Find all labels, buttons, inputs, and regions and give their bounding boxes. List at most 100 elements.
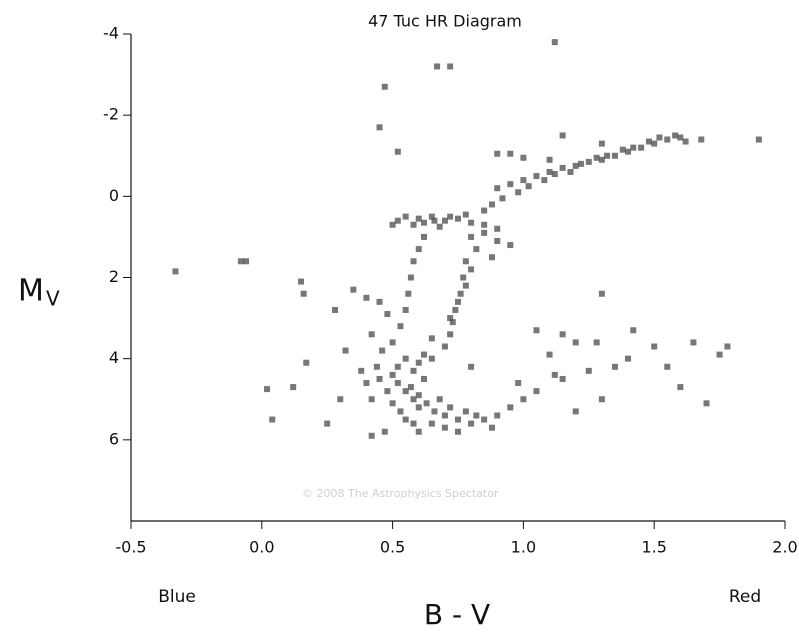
point <box>428 213 435 220</box>
point <box>350 286 357 293</box>
y-tick-label: -4 <box>103 24 119 43</box>
point <box>585 158 592 165</box>
point <box>407 274 414 281</box>
point <box>384 311 391 318</box>
point <box>598 156 605 163</box>
point <box>625 355 632 362</box>
point <box>402 213 409 220</box>
point <box>585 367 592 374</box>
point <box>716 351 723 358</box>
point <box>447 331 454 338</box>
point <box>441 424 448 431</box>
point <box>551 371 558 378</box>
point <box>368 331 375 338</box>
point <box>572 408 579 415</box>
point <box>572 162 579 169</box>
point <box>515 189 522 196</box>
annotation: Red <box>729 587 761 607</box>
point <box>533 173 540 180</box>
x-tick-label: 1.5 <box>641 538 666 557</box>
point <box>499 195 506 202</box>
point <box>397 408 404 415</box>
point <box>533 388 540 395</box>
point <box>381 428 388 435</box>
point <box>455 298 461 305</box>
point <box>645 138 652 145</box>
point <box>379 347 386 354</box>
chart-title: 47 Tuc HR Diagram <box>368 12 522 31</box>
point <box>452 306 459 313</box>
point <box>410 258 417 265</box>
point <box>551 39 558 46</box>
point <box>389 400 396 407</box>
point <box>619 146 626 153</box>
point <box>368 396 375 403</box>
point <box>567 168 574 175</box>
point <box>611 152 618 159</box>
point <box>420 351 427 358</box>
point <box>303 359 310 366</box>
point <box>468 219 475 226</box>
x-tick-label: -0.5 <box>115 538 146 557</box>
point <box>690 339 697 346</box>
point <box>269 416 276 423</box>
point <box>376 124 383 131</box>
point <box>520 396 527 403</box>
point <box>755 136 762 143</box>
point <box>420 233 427 240</box>
point <box>507 242 514 249</box>
point <box>447 315 454 322</box>
point <box>520 154 527 161</box>
point <box>298 278 305 285</box>
y-tick-label: -2 <box>103 105 119 124</box>
point <box>672 132 679 139</box>
point <box>677 384 684 391</box>
point <box>415 215 422 222</box>
point <box>324 420 331 427</box>
point <box>415 246 422 253</box>
point <box>389 221 396 228</box>
point <box>625 148 632 155</box>
point <box>358 367 365 374</box>
point <box>264 386 271 393</box>
x-tick-label: 0.5 <box>380 538 405 557</box>
point <box>436 223 443 230</box>
point <box>431 408 438 415</box>
point <box>460 274 467 281</box>
point <box>559 164 566 171</box>
y-tick-label: 6 <box>109 429 119 448</box>
point <box>394 363 401 370</box>
point <box>368 432 375 439</box>
point <box>237 258 244 265</box>
point <box>447 63 454 70</box>
point <box>541 177 548 184</box>
watermark: © 2008 The Astrophysics Spectator <box>302 487 499 500</box>
point <box>473 246 480 253</box>
point <box>507 150 514 157</box>
point <box>172 268 179 275</box>
point <box>447 213 454 220</box>
point <box>441 343 448 350</box>
point <box>415 359 422 366</box>
point <box>462 408 469 415</box>
point <box>664 363 671 370</box>
point <box>630 144 637 151</box>
point <box>468 266 475 273</box>
point <box>397 323 404 330</box>
x-tick-label: 1.0 <box>511 538 536 557</box>
point <box>402 416 409 423</box>
point <box>410 420 417 427</box>
point <box>468 363 475 370</box>
point <box>447 404 454 411</box>
point <box>559 132 566 139</box>
point <box>489 201 496 208</box>
point <box>546 156 553 163</box>
point <box>638 144 645 151</box>
point <box>489 424 496 431</box>
point <box>494 412 501 419</box>
point <box>457 290 464 297</box>
point <box>682 138 689 145</box>
point <box>572 339 579 346</box>
point <box>290 384 297 391</box>
point <box>436 396 443 403</box>
